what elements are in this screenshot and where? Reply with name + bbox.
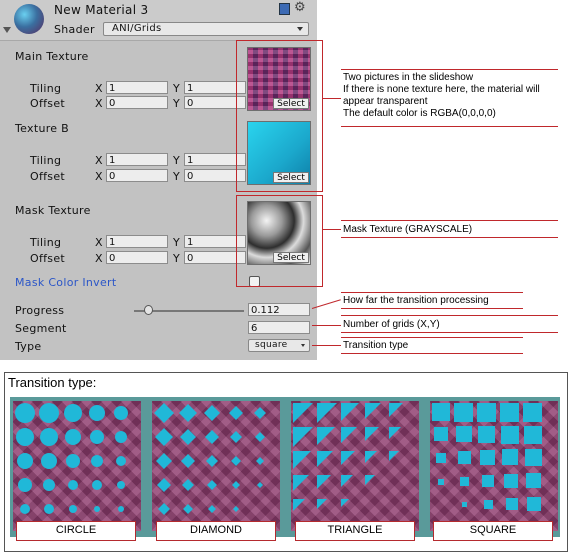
mask-callout: Mask Texture (GRAYSCALE) [341, 220, 558, 238]
segment-callout: Number of grids (X,Y) [341, 315, 558, 333]
type-callout-text: Transition type [343, 340, 409, 351]
square-label: SQUARE [433, 521, 553, 541]
shader-dropdown-value: ANI/Grids [112, 23, 162, 34]
main-texture-select-button[interactable]: Select [273, 98, 309, 109]
segment-value-field[interactable]: 6 [248, 321, 310, 334]
b-tiling-y-axis: Y [173, 154, 181, 167]
progress-value-field[interactable]: 0.112 [248, 303, 310, 316]
gear-icon[interactable]: ⚙ [294, 0, 306, 15]
foldout-arrow-icon[interactable] [3, 27, 11, 33]
segment-label: Segment [15, 322, 67, 335]
type-dropdown-value: square [255, 340, 288, 350]
slideshow-callout: Two pictures in the slideshow If there i… [341, 69, 558, 127]
progress-slider-handle[interactable] [144, 305, 153, 315]
b-offset-x-field[interactable]: 0 [106, 169, 168, 182]
main-offset-label: Offset [30, 97, 66, 110]
mask-tiling-x-field[interactable]: 1 [106, 235, 168, 248]
shader-label: Shader [54, 23, 95, 36]
progress-slider-track[interactable] [134, 310, 244, 312]
main-offset-x-axis: X [95, 97, 103, 110]
mask-tiling-y-field[interactable]: 1 [184, 235, 246, 248]
main-texture-thumbnail[interactable]: Select [247, 47, 311, 111]
b-tiling-x-field[interactable]: 1 [106, 153, 168, 166]
slideshow-callout-line-2: If there is none texture here, the mater… [343, 84, 540, 95]
b-offset-y-axis: Y [173, 170, 181, 183]
help-book-icon[interactable] [279, 3, 290, 15]
diamond-label: DIAMOND [156, 521, 276, 541]
circle-shapes [15, 403, 128, 514]
circle-label: CIRCLE [16, 521, 136, 541]
slideshow-callout-line-4: The default color is RGBA(0,0,0,0) [343, 108, 496, 119]
type-label: Type [15, 340, 42, 353]
square-shapes [432, 403, 542, 511]
main-offset-y-axis: Y [173, 97, 181, 110]
main-tiling-y-field[interactable]: 1 [184, 81, 246, 94]
main-texture-label: Main Texture [15, 50, 89, 63]
mask-texture-select-button[interactable]: Select [273, 252, 309, 263]
transition-type-title: Transition type: [8, 375, 97, 390]
texture-b-select-button[interactable]: Select [273, 172, 309, 183]
material-name: New Material 3 [54, 3, 149, 17]
inspector-header: New Material 3 Shader ANI/Grids ⚙ [0, 0, 317, 41]
type-callout-line [312, 345, 342, 346]
slideshow-callout-line-3: appear transparent [343, 96, 428, 107]
diamond-shapes [154, 403, 266, 515]
chevron-down-icon [297, 27, 303, 31]
mask-offset-x-field[interactable]: 0 [106, 251, 168, 264]
main-tiling-x-axis: X [95, 82, 103, 95]
b-tiling-y-field[interactable]: 1 [184, 153, 246, 166]
b-tiling-x-axis: X [95, 154, 103, 167]
textures-highlight-box [236, 40, 323, 192]
progress-label: Progress [15, 304, 65, 317]
b-offset-y-field[interactable]: 0 [184, 169, 246, 182]
mask-offset-label: Offset [30, 252, 66, 265]
mask-offset-y-axis: Y [173, 252, 181, 265]
segment-callout-line [312, 325, 342, 326]
main-tiling-label: Tiling [30, 82, 62, 95]
mask-tiling-label: Tiling [30, 236, 62, 249]
square-preview [430, 401, 558, 531]
type-dropdown[interactable]: square [248, 339, 310, 352]
main-tiling-y-axis: Y [173, 82, 181, 95]
chevron-down-icon [301, 344, 305, 347]
texture-b-label: Texture B [15, 122, 70, 135]
material-preview-sphere [14, 4, 44, 34]
triangle-label: TRIANGLE [295, 521, 415, 541]
circle-preview [13, 401, 141, 531]
mask-callout-line [323, 229, 341, 230]
texture-b-thumbnail[interactable]: Select [247, 121, 311, 185]
b-offset-x-axis: X [95, 170, 103, 183]
mask-highlight-box [236, 195, 323, 287]
mask-offset-x-axis: X [95, 252, 103, 265]
triangle-shapes [293, 403, 403, 511]
diamond-preview [152, 401, 280, 531]
slideshow-callout-line [323, 98, 341, 99]
mask-color-invert-label: Mask Color Invert [15, 276, 117, 289]
transition-type-panel: Transition type: [4, 372, 568, 552]
mask-texture-thumbnail[interactable]: Select [247, 201, 311, 265]
main-offset-y-field[interactable]: 0 [184, 96, 246, 109]
mask-offset-y-field[interactable]: 0 [184, 251, 246, 264]
main-offset-x-field[interactable]: 0 [106, 96, 168, 109]
b-tiling-label: Tiling [30, 154, 62, 167]
material-inspector: New Material 3 Shader ANI/Grids ⚙ Main T… [0, 0, 317, 360]
b-offset-label: Offset [30, 170, 66, 183]
slideshow-callout-line-1: Two pictures in the slideshow [343, 72, 474, 83]
shader-dropdown[interactable]: ANI/Grids [103, 22, 309, 36]
progress-callout-text: How far the transition processing [343, 295, 489, 306]
mask-tiling-x-axis: X [95, 236, 103, 249]
mask-callout-text: Mask Texture (GRAYSCALE) [343, 224, 473, 235]
type-callout: Transition type [341, 337, 523, 354]
main-tiling-x-field[interactable]: 1 [106, 81, 168, 94]
triangle-preview [291, 401, 419, 531]
progress-callout: How far the transition processing [341, 292, 523, 309]
mask-tiling-y-axis: Y [173, 236, 181, 249]
segment-callout-text: Number of grids (X,Y) [343, 319, 440, 330]
mask-texture-label: Mask Texture [15, 204, 91, 217]
